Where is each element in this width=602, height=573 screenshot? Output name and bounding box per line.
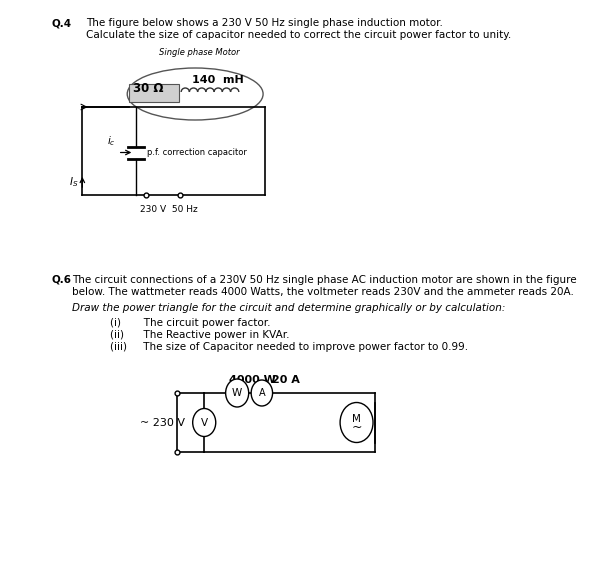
Text: Calculate the size of capacitor needed to correct the circuit power factor to un: Calculate the size of capacitor needed t… [87, 30, 512, 40]
Text: below. The wattmeter reads 4000 Watts, the voltmeter reads 230V and the ammeter : below. The wattmeter reads 4000 Watts, t… [72, 287, 574, 297]
Text: Single phase Motor: Single phase Motor [159, 48, 240, 57]
Text: (i)       The circuit power factor.: (i) The circuit power factor. [110, 318, 270, 328]
Text: 140  mH: 140 mH [192, 75, 244, 85]
Text: (iii)     The size of Capacitor needed to improve power factor to 0.99.: (iii) The size of Capacitor needed to im… [110, 342, 468, 352]
Text: A: A [258, 388, 265, 398]
Circle shape [340, 402, 373, 442]
Text: The figure below shows a 230 V 50 Hz single phase induction motor.: The figure below shows a 230 V 50 Hz sin… [87, 18, 443, 28]
Text: ~ 230 V: ~ 230 V [140, 418, 185, 427]
Text: $i_c$: $i_c$ [107, 134, 116, 147]
Text: ~: ~ [352, 421, 362, 434]
Circle shape [251, 380, 273, 406]
Text: 230 V  50 Hz: 230 V 50 Hz [140, 205, 197, 214]
Bar [129, 84, 179, 102]
Text: $I_S$: $I_S$ [69, 175, 78, 189]
Text: Q.6: Q.6 [51, 275, 71, 285]
Text: Q.4: Q.4 [51, 18, 71, 28]
Text: 30 Ω: 30 Ω [132, 82, 163, 95]
Circle shape [226, 379, 249, 407]
Text: The circuit connections of a 230V 50 Hz single phase AC induction motor are show: The circuit connections of a 230V 50 Hz … [72, 275, 577, 285]
Text: Draw the power triangle for the circuit and determine graphically or by calculat: Draw the power triangle for the circuit … [72, 303, 506, 313]
Text: M: M [352, 414, 361, 425]
Ellipse shape [127, 68, 263, 120]
Text: p.f. correction capacitor: p.f. correction capacitor [147, 148, 247, 157]
Text: 4000 W: 4000 W [229, 375, 276, 385]
Text: (ii)      The Reactive power in KVAr.: (ii) The Reactive power in KVAr. [110, 330, 289, 340]
Text: 20 A: 20 A [272, 375, 300, 385]
Text: V: V [200, 418, 208, 427]
Circle shape [193, 409, 216, 437]
Text: W: W [232, 388, 242, 398]
